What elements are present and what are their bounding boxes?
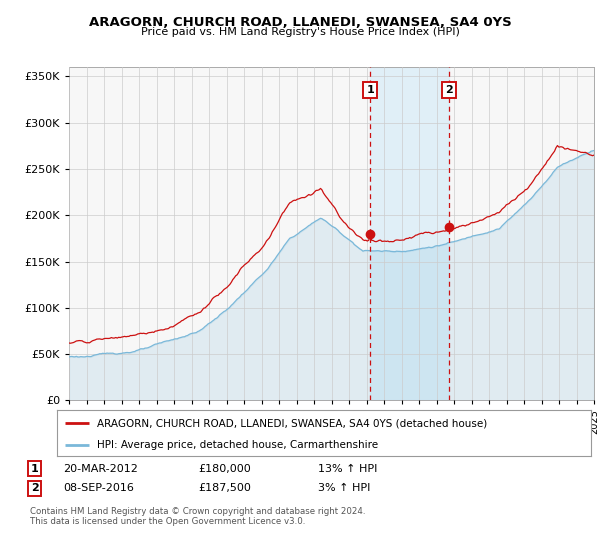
Text: 08-SEP-2016: 08-SEP-2016 [63, 483, 134, 493]
Text: 1: 1 [31, 464, 38, 474]
Text: 13% ↑ HPI: 13% ↑ HPI [318, 464, 377, 474]
Text: 2: 2 [445, 85, 452, 95]
Text: 1: 1 [367, 85, 374, 95]
Text: 20-MAR-2012: 20-MAR-2012 [63, 464, 138, 474]
Text: £180,000: £180,000 [198, 464, 251, 474]
Text: ARAGORN, CHURCH ROAD, LLANEDI, SWANSEA, SA4 0YS (detached house): ARAGORN, CHURCH ROAD, LLANEDI, SWANSEA, … [97, 418, 487, 428]
Text: 3% ↑ HPI: 3% ↑ HPI [318, 483, 370, 493]
Bar [370, 67, 449, 400]
Text: Price paid vs. HM Land Registry's House Price Index (HPI): Price paid vs. HM Land Registry's House … [140, 27, 460, 37]
Text: £187,500: £187,500 [198, 483, 251, 493]
Text: HPI: Average price, detached house, Carmarthenshire: HPI: Average price, detached house, Carm… [97, 440, 378, 450]
Text: ARAGORN, CHURCH ROAD, LLANEDI, SWANSEA, SA4 0YS: ARAGORN, CHURCH ROAD, LLANEDI, SWANSEA, … [89, 16, 511, 29]
Text: 2: 2 [31, 483, 38, 493]
Text: Contains HM Land Registry data © Crown copyright and database right 2024.
This d: Contains HM Land Registry data © Crown c… [30, 507, 365, 526]
